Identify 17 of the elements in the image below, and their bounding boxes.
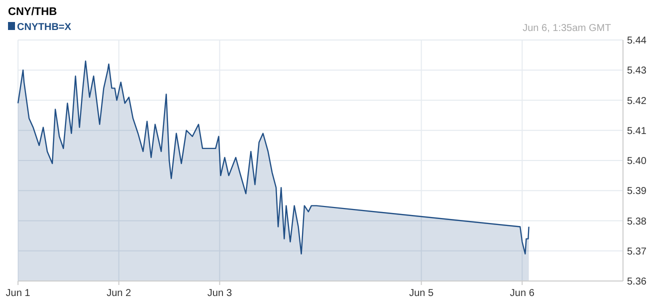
x-tick-label: Jun 3	[207, 288, 232, 299]
legend-label: CNYTHB=X	[17, 22, 72, 33]
y-tick-label: 5.44	[627, 36, 647, 46]
text: Jun 6, 1:35am GMT	[522, 23, 611, 34]
y-tick-label: 5.42	[627, 96, 647, 107]
x-tick-label: Jun 5	[409, 288, 434, 299]
y-tick-label: 5.40	[627, 156, 647, 167]
y-tick-label: 5.39	[627, 186, 647, 198]
y-tick-label: 5.36	[627, 276, 647, 288]
chart-title: CNY/THB	[8, 6, 57, 18]
y-tick-label: 5.43	[627, 66, 647, 77]
y-tick-label: 5.41	[627, 126, 647, 137]
x-tick-label: Jun 6	[510, 288, 535, 299]
y-tick-label: 5.38	[627, 216, 647, 228]
x-tick-label: Jun 2	[106, 288, 132, 299]
y-tick-label: 5.37	[627, 246, 647, 258]
x-tick-label: Jun 1	[6, 288, 31, 299]
